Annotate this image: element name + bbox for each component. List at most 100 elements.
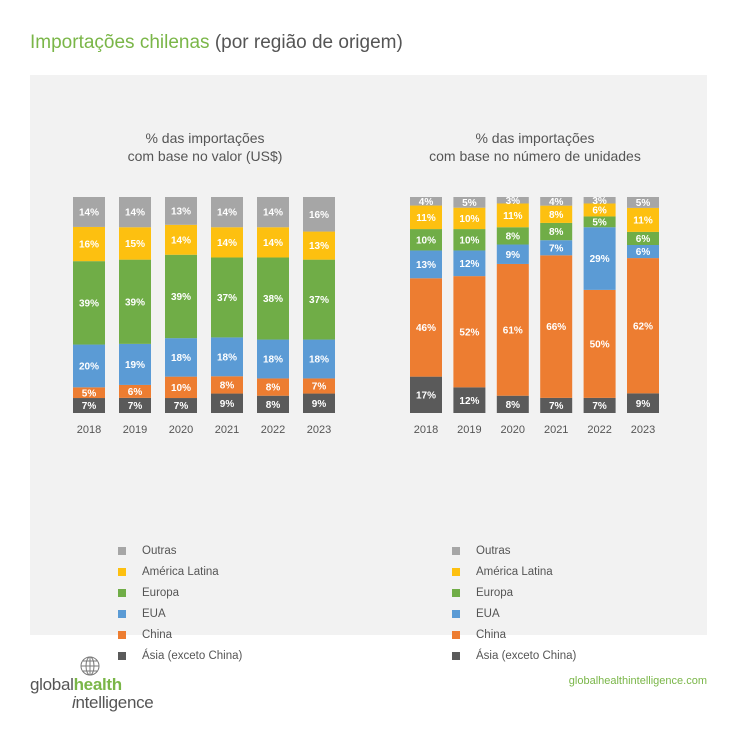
data-label-2023-america-latina: 11% [633,216,653,227]
logo-letter-i: i [72,693,76,712]
chart-2-title-line-1: % das importações [475,130,594,146]
data-label-2023-europa: 37% [309,295,329,306]
charts-canvas: % das importações com base no valor (US$)… [73,130,659,436]
data-label-2018-america-latina: 11% [416,213,436,224]
data-label-2022-eua: 18% [263,355,283,366]
legend-label: China [142,628,173,641]
bar-2019-asia-exceto-china [119,397,151,413]
logo-line-1: globalhealth [30,675,122,695]
bar-2021-asia-exceto-china [211,393,243,413]
x-tick-label-2019: 2019 [457,424,481,436]
x-tick-label-2022: 2022 [261,424,285,436]
legend-item-asia-exceto-china: Ásia (exceto China) [118,645,242,666]
data-label-2023-outras: 5% [636,198,651,209]
bar-2019-eua [119,343,151,385]
bar-2018-asia-exceto-china [410,376,442,413]
legend-swatch [452,609,460,618]
bar-2020-europa [165,254,197,339]
data-label-2018-eua: 13% [416,260,436,271]
legend-label: Europa [142,586,180,599]
legend-item-outras: Outras [452,540,576,561]
data-label-2022-china: 50% [590,339,610,350]
data-label-2023-europa: 6% [636,234,651,245]
website-link[interactable]: globalhealthintelligence.com [568,675,707,687]
data-label-2018-asia-exceto-china: 7% [82,401,97,412]
legend-label: Outras [476,544,511,557]
title-main: Importações chilenas [30,32,210,53]
data-label-2022-asia-exceto-china: 7% [592,401,607,412]
data-label-2019-asia-exceto-china: 12% [459,396,479,407]
data-label-2019-outras: 14% [125,208,145,219]
data-label-2020-asia-exceto-china: 8% [506,400,521,411]
data-label-2023-asia-exceto-china: 9% [312,399,327,410]
data-label-2022-europa: 38% [263,294,283,305]
data-label-2018-europa: 39% [79,298,99,309]
bar-2021-america-latina [540,205,573,223]
data-label-2021-eua: 7% [549,243,564,254]
bar-2023-asia-exceto-china [303,393,335,413]
bar-2021-asia-exceto-china [540,397,573,413]
data-label-2021-china: 8% [220,381,235,392]
bar-2022-asia-exceto-china [583,397,616,413]
legend-swatch [452,630,460,639]
data-label-2020-asia-exceto-china: 7% [174,401,189,412]
bar-2023-outras [303,197,335,232]
legend-label: América Latina [142,565,219,578]
bar-2021-america-latina [211,227,243,258]
logo-word-health: health [73,675,123,694]
bar-2018-china [73,387,105,399]
data-label-2022-america-latina: 14% [263,238,283,249]
data-label-2019-asia-exceto-china: 7% [128,401,143,412]
legend-item-outras: Outras [118,540,242,561]
data-label-2021-outras: 4% [549,197,564,208]
bar-2022-europa [257,257,289,340]
bar-2022-outras [257,197,289,228]
legend-item-eua: EUA [118,603,242,624]
data-label-2023-america-latina: 13% [309,241,329,252]
logo-line-2: intelligence [72,693,154,713]
legend-item-europa: Europa [118,582,242,603]
data-label-2023-china: 62% [633,321,653,332]
data-label-2019-europa: 39% [125,297,145,308]
legend-swatch [118,630,126,639]
bar-2020-asia-exceto-china [165,398,197,413]
bar-2022-asia-exceto-china [257,395,289,413]
data-label-2019-outras: 5% [462,198,477,209]
bar-2022-china [583,289,616,398]
bar-2019-outras [119,197,151,228]
bar-2022-eua [583,227,616,290]
data-label-2019-america-latina: 10% [459,214,479,225]
bar-2023-china [303,378,335,394]
data-label-2020-europa: 8% [506,231,521,242]
legend-item-asia-exceto-china: Ásia (exceto China) [452,645,576,666]
charts-panel: % das importações com base no valor (US$)… [30,75,707,662]
bar-2022-eua [257,339,289,379]
legend-item-america-latina: América Latina [452,561,576,582]
data-label-2018-outras: 4% [419,197,434,208]
data-label-2019-america-latina: 15% [125,239,145,250]
chart-1: % das importações com base no valor (US$)… [73,130,335,436]
bar-2022-america-latina [583,203,616,217]
bar-2020-outras [496,197,529,204]
data-label-2022-asia-exceto-china: 8% [266,400,281,411]
data-label-2022-outras: 14% [263,208,283,219]
bar-2020-asia-exceto-china [496,395,529,413]
legend-swatch [452,651,460,660]
legend-item-china: China [452,624,576,645]
legend-swatch [452,588,460,597]
bar-2019-asia-exceto-china [453,387,486,413]
page-title: Importações chilenas (por região de orig… [30,32,403,54]
data-label-2021-outras: 14% [217,208,237,219]
bar-2021-eua [540,240,573,256]
title-subtitle: (por região de origem) [214,32,403,53]
data-label-2019-eua: 19% [125,360,145,371]
chart-1-title-line-1: % das importações [145,130,264,146]
data-label-2020-america-latina: 11% [503,211,523,222]
data-label-2020-eua: 9% [506,250,521,261]
bar-2019-europa [453,229,486,251]
data-label-2020-eua: 18% [171,353,191,364]
legend-swatch [118,546,126,555]
bar-2018-america-latina [73,226,105,262]
legend-swatch [118,588,126,597]
bar-2022-america-latina [257,227,289,258]
